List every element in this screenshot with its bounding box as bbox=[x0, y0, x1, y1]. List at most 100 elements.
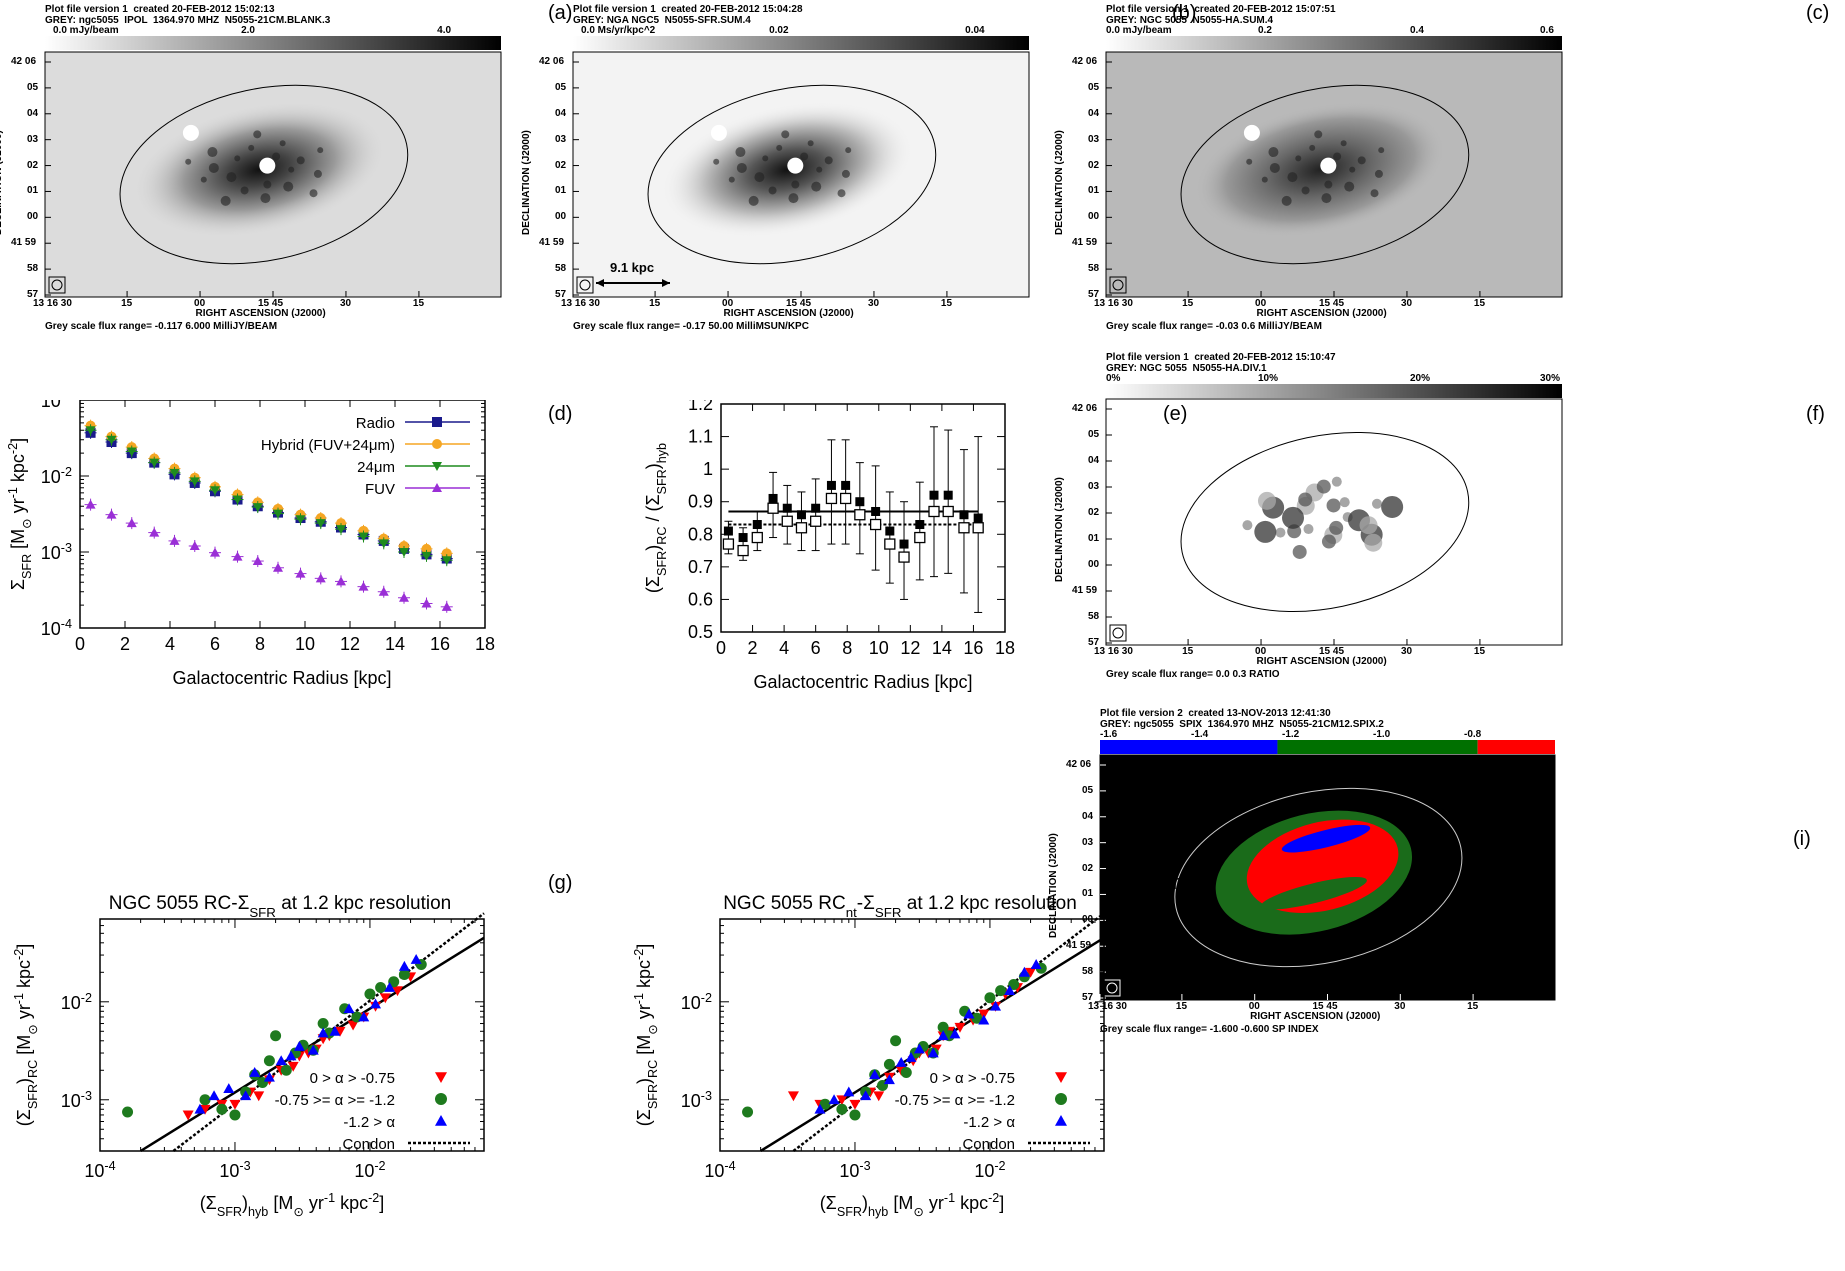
legend-marker bbox=[432, 462, 442, 471]
dec-tick-label: 58 bbox=[1088, 611, 1100, 622]
ratio-blob bbox=[1257, 491, 1276, 510]
dec-tick-label: 02 bbox=[1082, 862, 1094, 874]
legend-marker bbox=[435, 1093, 447, 1105]
wedge-segment bbox=[1100, 740, 1278, 754]
data-point-2 bbox=[410, 954, 422, 964]
aperture-ellipse bbox=[119, 84, 409, 265]
legend-marker bbox=[1055, 1115, 1067, 1126]
ra-tick-label: 13 16 30 bbox=[561, 298, 600, 309]
data-point-2 bbox=[978, 1014, 990, 1025]
wedge-label: 0.6 bbox=[1540, 25, 1554, 36]
data-point-2 bbox=[860, 1090, 872, 1101]
y-tick-label: 0.5 bbox=[688, 622, 713, 642]
wedge-label: -1.4 bbox=[1191, 729, 1209, 740]
data-point-2 bbox=[927, 1047, 939, 1058]
dec-tick-label: 01 bbox=[1082, 888, 1094, 900]
panel-label-i: (i) bbox=[1793, 828, 1811, 850]
emission-knot bbox=[1314, 130, 1323, 139]
aperture-ellipse bbox=[1174, 787, 1463, 968]
data-point-0 bbox=[873, 1091, 885, 1102]
x-tick-label: 14 bbox=[385, 634, 405, 654]
data-point-2 bbox=[275, 1055, 287, 1066]
emission-knot bbox=[317, 147, 324, 154]
y-tick-label: 1 bbox=[703, 459, 713, 479]
ra-tick-label: 13 16 30 bbox=[1094, 646, 1133, 657]
legend-label: -0.75 >= α >= -1.2 bbox=[895, 1092, 1015, 1109]
legend-label: -0.75 >= α >= -1.2 bbox=[275, 1092, 395, 1109]
x-tick-label: 10 bbox=[869, 638, 889, 658]
data-point-filled bbox=[855, 497, 865, 507]
aperture-ellipse bbox=[1180, 84, 1470, 265]
data-point-1 bbox=[421, 543, 432, 554]
panel-label-d: (d) bbox=[548, 403, 573, 425]
y-tick-label: 10-1 bbox=[41, 400, 72, 411]
emission-knot bbox=[253, 130, 262, 139]
wedge-label: 0.4 bbox=[1410, 25, 1424, 36]
wedge-label: 10% bbox=[1258, 373, 1279, 384]
ra-axis-label: RIGHT ASCENSION (J2000) bbox=[723, 308, 854, 319]
wedge-segment bbox=[1277, 740, 1478, 754]
ra-tick-label: 15 bbox=[649, 298, 661, 309]
x-tick-label: 14 bbox=[932, 638, 952, 658]
dec-tick-label: 00 bbox=[1088, 211, 1100, 223]
panel-label-e: (e) bbox=[1163, 403, 1188, 425]
data-point-1 bbox=[280, 1064, 292, 1076]
y-tick-label: 0.7 bbox=[688, 557, 713, 577]
legend-label: 24μm bbox=[357, 459, 395, 476]
data-point-0 bbox=[849, 1099, 861, 1110]
grey-wedge bbox=[573, 36, 1029, 50]
wedge-label: -0.8 bbox=[1464, 729, 1482, 740]
ra-axis-label: RIGHT ASCENSION (J2000) bbox=[1250, 1011, 1381, 1022]
data-point-2 bbox=[293, 1040, 305, 1051]
ra-tick-label: 15 45 bbox=[1312, 1001, 1338, 1012]
ra-tick-label: 15 45 bbox=[258, 298, 284, 309]
emission-knot bbox=[1295, 155, 1302, 162]
dec-tick-label: 05 bbox=[1088, 429, 1100, 440]
y-axis-label: (ΣSFR)RC [M⊙ yr-1 kpc-2] bbox=[12, 944, 40, 1127]
wedge-label: 2.0 bbox=[241, 25, 255, 36]
ratio-blob bbox=[1282, 506, 1305, 529]
data-point-2 bbox=[336, 525, 346, 535]
source-blank bbox=[710, 124, 727, 141]
ra-tick-label: 15 bbox=[1182, 298, 1194, 309]
data-point-1 bbox=[890, 1035, 902, 1047]
plot-frame bbox=[99, 918, 485, 1152]
data-point-filled bbox=[885, 526, 895, 536]
data-point-3 bbox=[189, 540, 200, 550]
data-point-0 bbox=[954, 1022, 966, 1033]
legend-marker bbox=[432, 439, 442, 449]
data-point-2 bbox=[358, 532, 369, 542]
dec-tick-label: 04 bbox=[1088, 107, 1100, 119]
dec-tick-label: 02 bbox=[1088, 159, 1100, 171]
plot-frame bbox=[720, 403, 1006, 633]
data-point-3 bbox=[273, 562, 283, 572]
x-axis-label: (ΣSFR)hyb [M⊙ yr-1 kpc-2] bbox=[200, 1191, 385, 1219]
dec-tick-label: 58 bbox=[555, 263, 567, 275]
data-point-2 bbox=[232, 495, 243, 505]
emission-knot bbox=[185, 158, 192, 165]
data-point-3 bbox=[106, 509, 117, 519]
ra-tick-label: 30 bbox=[1400, 298, 1413, 309]
ratio-blob bbox=[1303, 524, 1314, 535]
wedge-label: 0.04 bbox=[965, 25, 985, 36]
emission-knot bbox=[283, 181, 294, 192]
x-tick-label: 12 bbox=[340, 634, 360, 654]
emission-knot bbox=[260, 193, 271, 204]
emission-knot bbox=[1378, 147, 1385, 154]
y-tick-label: 0.8 bbox=[688, 524, 713, 544]
dec-tick-label: 02 bbox=[555, 159, 567, 171]
x-tick-label: 10-2 bbox=[974, 1159, 1005, 1181]
data-point-2 bbox=[329, 1025, 341, 1036]
data-point-3 bbox=[85, 499, 96, 509]
map-f-header-1: Plot file version 1 created 20-FEB-2012 … bbox=[1106, 352, 1336, 363]
data-point-2 bbox=[399, 548, 409, 557]
x-tick-label: 10-4 bbox=[704, 1159, 735, 1181]
scalebar-arrows bbox=[596, 279, 670, 287]
data-point-2 bbox=[843, 1086, 855, 1097]
y-tick-label: 10-2 bbox=[41, 465, 72, 487]
dec-tick-label: 42 06 bbox=[539, 56, 565, 67]
dec-tick-label: 04 bbox=[27, 107, 39, 119]
emission-knot bbox=[1321, 193, 1332, 204]
dec-tick-label: 41 59 bbox=[539, 237, 565, 249]
data-point-3 bbox=[336, 576, 346, 586]
